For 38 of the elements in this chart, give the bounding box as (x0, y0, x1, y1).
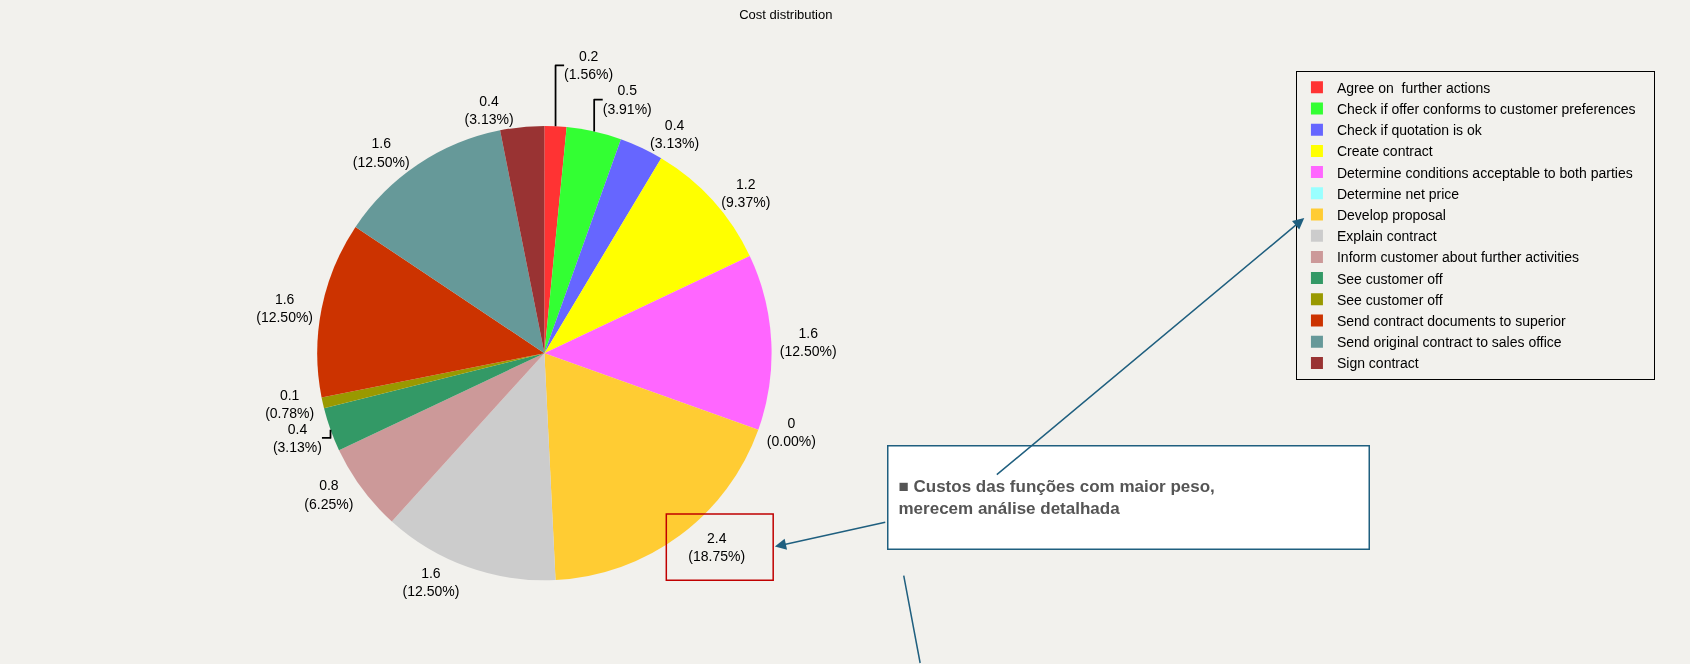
legend-label: Agree on further actions (1336, 79, 1491, 96)
legend-label: Explain contract (1336, 228, 1464, 245)
pie-slice (324, 353, 545, 451)
chart-title: Cost distribution (739, 7, 833, 23)
legend-label: Create contract (1336, 143, 1445, 160)
legend-label: See customer off (1336, 291, 1482, 308)
pie-slice (544, 256, 772, 430)
data-label: 0.4 (3.13%) (650, 116, 700, 151)
legend-label: Sign contract (1336, 355, 1470, 372)
pie-slice (391, 353, 556, 581)
legend-label: Inform customer about further activities (1336, 249, 1611, 266)
legend-label: Send contract documents to superior (1336, 312, 1609, 329)
pie-slice (544, 353, 759, 581)
legend-label: Develop proposal (1336, 206, 1470, 223)
text: 0 (0.00%) (766, 414, 816, 449)
data-label: 0.4 (3.13%) (464, 93, 514, 128)
data-label: 0.1 (0.78%) (265, 386, 315, 421)
pie-slice (355, 130, 545, 354)
legend-label: Determine conditions acceptable to both parties (1336, 164, 1649, 181)
legend-label: Check if offer conforms to customer preferences (1336, 100, 1640, 117)
pie-slice (544, 125, 567, 354)
legend-label: See customer off (1336, 270, 1478, 287)
data-label: 0.2 (1.56%) (564, 48, 614, 83)
data-label: 0.5 (3.91%) (602, 82, 652, 117)
legend-label: Send original contract to sales office (1336, 334, 1609, 351)
pie-slice (544, 127, 621, 354)
data-label: 0.8 (6.25%) (304, 477, 354, 512)
data-label: 1.6 (12.50%) (402, 565, 460, 600)
text: ■ Custos das funções com maior peso, merecem análise detalhada (898, 476, 1215, 519)
data-label: 2.4 (18.75%) (688, 529, 746, 564)
legend-label: Determine net price (1336, 185, 1479, 202)
data-label: 1.2 (9.37%) (721, 175, 771, 210)
data-label: 1.6 (12.50%) (256, 291, 314, 326)
legend-label: Check if quotation is ok (1336, 122, 1490, 139)
data-label: 1.6 (12.50%) (352, 135, 410, 170)
data-label: 1.6 (12.50%) (779, 324, 837, 360)
pie-slice (317, 226, 545, 398)
data-label: 0.4 (3.13%) (272, 420, 322, 456)
